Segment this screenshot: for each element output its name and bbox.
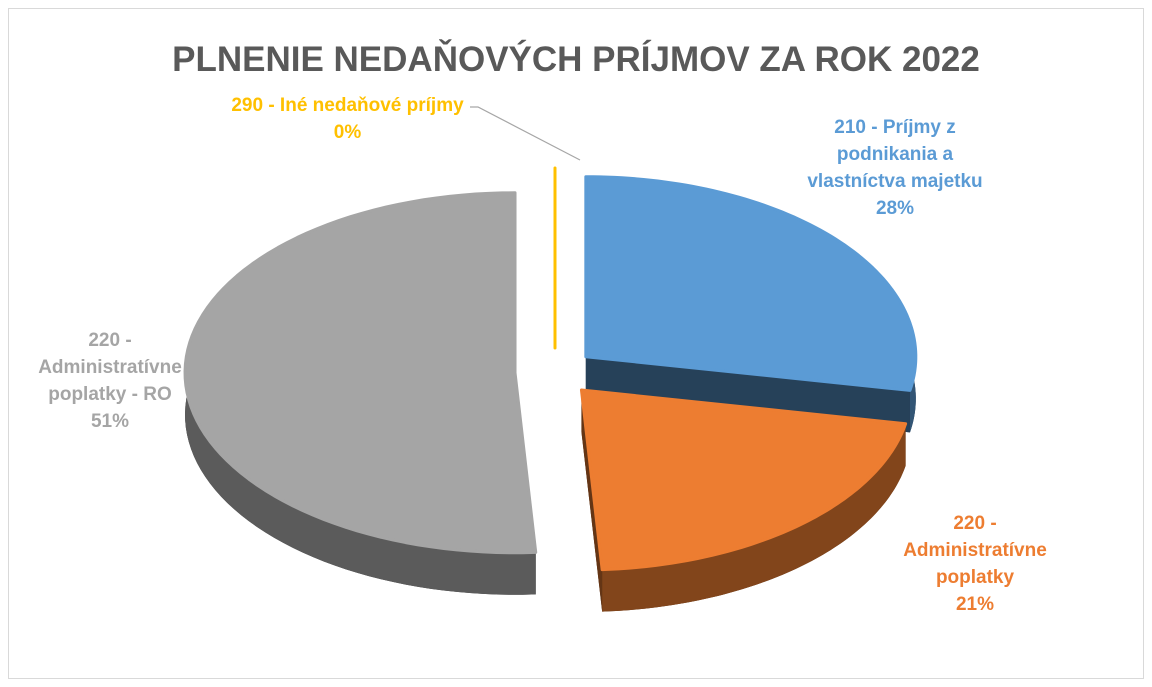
slice-top xyxy=(584,175,918,392)
label-value: 21% xyxy=(955,594,995,615)
data-label: 210 - Príjmy z podnikania a vlastníctva … xyxy=(760,114,1030,222)
label-value: 0% xyxy=(333,122,362,143)
slice-wall xyxy=(602,423,906,612)
slice-top xyxy=(183,191,538,555)
data-label: 220 - Administratívne poplatky 21% xyxy=(860,510,1090,618)
label-value: 28% xyxy=(875,198,915,219)
label-value: 51% xyxy=(90,411,130,432)
label-name: 220 - Administratívne poplatky - RO xyxy=(38,330,182,405)
pie-slice xyxy=(183,191,538,595)
leader-line xyxy=(470,106,581,161)
pie-slice xyxy=(579,388,908,612)
label-name: 290 - Iné nedaňové príjmy xyxy=(231,95,464,116)
label-name: 220 - Administratívne poplatky xyxy=(903,513,1047,588)
pie-slice xyxy=(584,175,918,433)
slice-side xyxy=(585,356,910,433)
label-name: 210 - Príjmy z podnikania a vlastníctva … xyxy=(807,117,983,192)
chart-title: PLNENIE NEDAŇOVÝCH PRÍJMOV ZA ROK 2022 xyxy=(172,40,980,79)
slice-top xyxy=(579,388,908,572)
data-label: 220 - Administratívne poplatky - RO 51% xyxy=(15,327,205,435)
data-label: 290 - Iné nedaňové príjmy 0% xyxy=(225,92,470,146)
